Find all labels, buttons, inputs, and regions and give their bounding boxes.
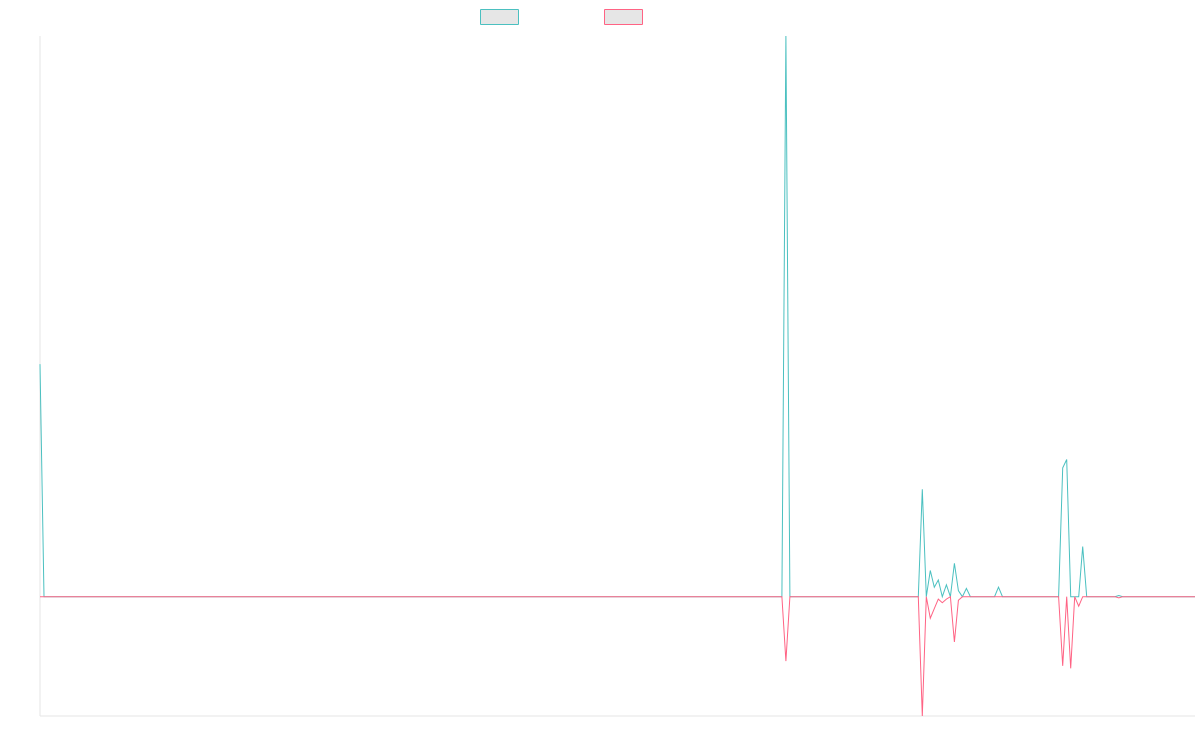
series-line-a — [39, 35, 1195, 599]
legend-swatch-series-b[interactable] — [604, 9, 643, 25]
legend-swatch-series-a[interactable] — [480, 9, 519, 25]
series-line-b — [40, 595, 1195, 717]
series-layer — [39, 35, 1195, 717]
